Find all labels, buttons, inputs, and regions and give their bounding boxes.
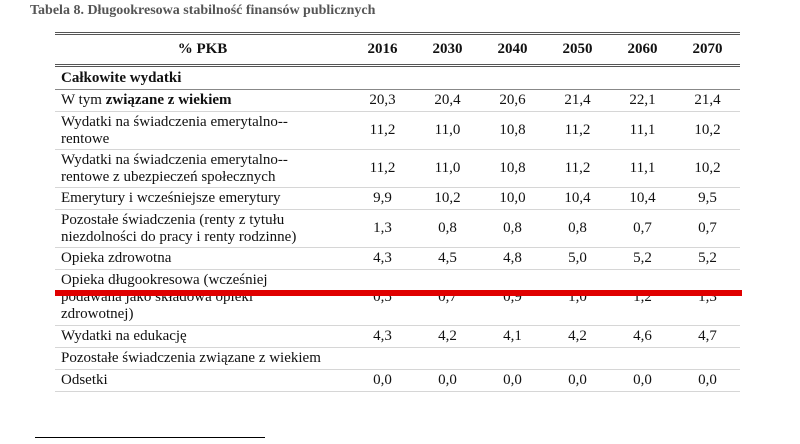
value-cell: 0,9 xyxy=(480,269,545,326)
value-cell xyxy=(610,347,675,370)
value-cell: 21,4 xyxy=(675,89,740,112)
value-cell: 10,2 xyxy=(675,111,740,150)
value-cell xyxy=(675,347,740,370)
value-cell: 4,1 xyxy=(480,325,545,348)
value-cell: 22,1 xyxy=(610,89,675,112)
value-cell: 10,2 xyxy=(675,149,740,188)
value-cell: 11,2 xyxy=(350,111,415,150)
value-cell: 4,3 xyxy=(350,247,415,270)
value-cell xyxy=(415,347,480,370)
row-label: Wydatki na świadczenia emerytalno-- rent… xyxy=(55,111,350,150)
value-cell: 4,2 xyxy=(545,325,610,348)
section-row: Całkowite wydatki xyxy=(55,65,740,90)
table-row: Pozostałe świadczenia związane z wiekiem xyxy=(55,347,740,370)
value-cell: 1,2 xyxy=(610,269,675,326)
header-year: 2070 xyxy=(675,32,740,67)
row-label: Wydatki na edukację xyxy=(55,325,350,348)
row-label: Pozostałe świadczenia (renty z tytułu ni… xyxy=(55,209,350,248)
value-cell: 11,0 xyxy=(415,111,480,150)
value-cell: 10,0 xyxy=(480,187,545,210)
value-cell: 11,2 xyxy=(545,149,610,188)
value-cell: 0,7 xyxy=(675,209,740,248)
value-cell: 5,2 xyxy=(610,247,675,270)
value-cell: 0,0 xyxy=(610,369,675,392)
row-label-bold: związane z wiekiem xyxy=(105,92,232,108)
footnote-rule xyxy=(35,437,265,438)
value-cell: 0,8 xyxy=(415,209,480,248)
value-cell: 0,7 xyxy=(610,209,675,248)
value-cell: 20,4 xyxy=(415,89,480,112)
value-cell: 0,0 xyxy=(350,369,415,392)
value-cell: 10,8 xyxy=(480,111,545,150)
value-cell: 21,4 xyxy=(545,89,610,112)
table-caption: Tabela 8. Długookresowa stabilność finan… xyxy=(30,3,376,18)
value-cell: 4,8 xyxy=(480,247,545,270)
table-row: W tym związane z wiekiem 20,3 20,4 20,6 21,4… xyxy=(55,89,740,112)
value-cell: 10,4 xyxy=(610,187,675,210)
row-label: Opieka zdrowotna xyxy=(55,247,350,270)
header-year: 2030 xyxy=(415,32,480,67)
table-row: Pozostałe świadczenia (renty z tytułu ni… xyxy=(55,209,740,248)
table-row: Odsetki 0,0 0,0 0,0 0,0 0,0 0,0 xyxy=(55,369,740,392)
row-label-plain: W tym xyxy=(61,92,106,108)
value-cell: 10,8 xyxy=(480,149,545,188)
value-cell: 9,9 xyxy=(350,187,415,210)
value-cell: 5,2 xyxy=(675,247,740,270)
table-row: Opieka długookresowa (wcześniej podawana… xyxy=(55,269,740,326)
value-cell xyxy=(545,347,610,370)
header-year: 2040 xyxy=(480,32,545,67)
table-row: Wydatki na świadczenia emerytalno-- rent… xyxy=(55,149,740,188)
table-row: Emerytury i wcześniejsze emerytury 9,9 10,… xyxy=(55,187,740,210)
header-year: 2060 xyxy=(610,32,675,67)
value-cell: 9,5 xyxy=(675,187,740,210)
red-highlight-line xyxy=(55,290,742,296)
table-header-row: % PKB 2016 2030 2040 2050 2060 2070 xyxy=(55,32,740,67)
value-cell: 0,0 xyxy=(480,369,545,392)
value-cell: 4,6 xyxy=(610,325,675,348)
value-cell: 20,3 xyxy=(350,89,415,112)
value-cell: 11,2 xyxy=(350,149,415,188)
value-cell: 0,5 xyxy=(350,269,415,326)
value-cell: 1,0 xyxy=(545,269,610,326)
value-cell: 5,0 xyxy=(545,247,610,270)
value-cell xyxy=(350,347,415,370)
value-cell: 11,2 xyxy=(545,111,610,150)
value-cell: 10,2 xyxy=(415,187,480,210)
value-cell: 0,0 xyxy=(675,369,740,392)
value-cell: 4,2 xyxy=(415,325,480,348)
value-cell: 11,1 xyxy=(610,111,675,150)
value-cell: 10,4 xyxy=(545,187,610,210)
row-label: Pozostałe świadczenia związane z wiekiem xyxy=(55,347,350,370)
row-label: Wydatki na świadczenia emerytalno-- rent… xyxy=(55,149,350,188)
table-row: Opieka zdrowotna 4,3 4,5 4,8 5,0 5,2 5,2 xyxy=(55,247,740,270)
value-cell: 4,7 xyxy=(675,325,740,348)
row-label: Emerytury i wcześniejsze emerytury xyxy=(55,187,350,210)
value-cell: 0,0 xyxy=(415,369,480,392)
value-cell: 0,8 xyxy=(545,209,610,248)
value-cell: 11,0 xyxy=(415,149,480,188)
value-cell: 1,3 xyxy=(350,209,415,248)
value-cell: 20,6 xyxy=(480,89,545,112)
header-year: 2016 xyxy=(350,32,415,67)
value-cell: 0,0 xyxy=(545,369,610,392)
value-cell: 4,3 xyxy=(350,325,415,348)
value-cell xyxy=(480,347,545,370)
value-cell: 11,1 xyxy=(610,149,675,188)
value-cell: 1,3 xyxy=(675,269,740,326)
header-label: % PKB xyxy=(55,32,350,67)
table-row: Wydatki na edukację 4,3 4,2 4,1 4,2 4,6 4,7 xyxy=(55,325,740,348)
table-row: Wydatki na świadczenia emerytalno-- rent… xyxy=(55,111,740,150)
section-label: Całkowite wydatki xyxy=(55,65,740,90)
value-cell: 0,8 xyxy=(480,209,545,248)
row-label: Opieka długookresowa (wcześniej podawana… xyxy=(55,269,350,326)
value-cell: 4,5 xyxy=(415,247,480,270)
fiscal-stability-table: % PKB 2016 2030 2040 2050 2060 2070 Całk… xyxy=(55,32,740,392)
row-label: W tym związane z wiekiem xyxy=(55,89,350,112)
header-year: 2050 xyxy=(545,32,610,67)
value-cell: 0,7 xyxy=(415,269,480,326)
row-label: Odsetki xyxy=(55,369,350,392)
